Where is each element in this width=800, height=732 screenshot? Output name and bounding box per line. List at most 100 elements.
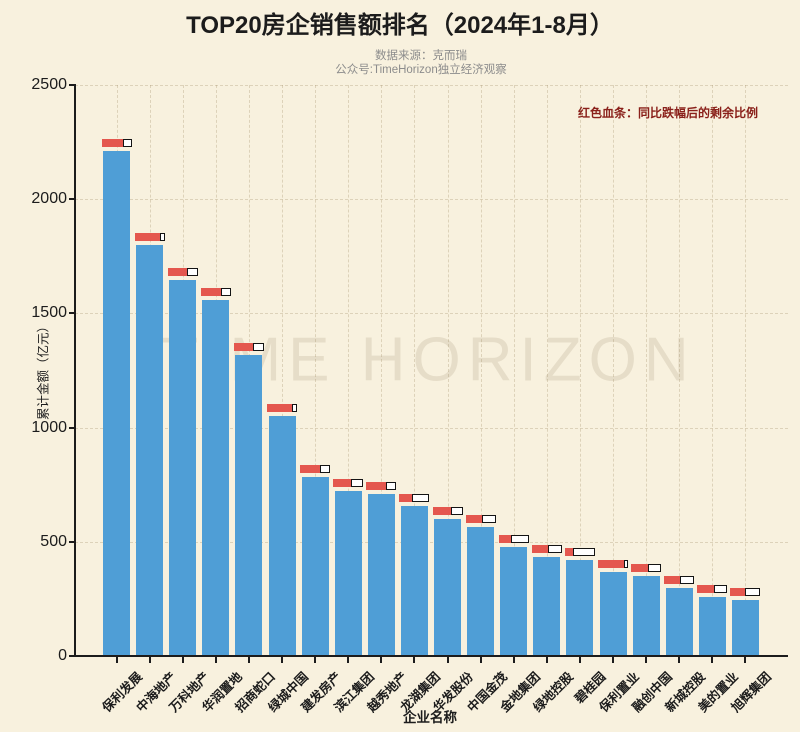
bar-滨江集团 [334, 491, 362, 656]
health-bar-保利置业 [598, 559, 628, 568]
x-tick-mark [413, 657, 416, 663]
health-bar-empty [482, 514, 496, 523]
bar-华润置地 [202, 299, 230, 656]
health-bar-fill [399, 494, 413, 503]
health-bar-fill [233, 342, 253, 351]
health-bar-fill [531, 544, 548, 553]
bar-越秀地产 [367, 494, 395, 656]
y-tick-mark [69, 198, 75, 201]
health-bar-fill [267, 404, 293, 413]
x-gridline [745, 85, 747, 656]
health-bar-旭辉集团 [730, 588, 761, 597]
health-bar-fill [465, 514, 483, 523]
x-tick-mark [446, 657, 449, 663]
health-bar-empty [745, 588, 761, 597]
x-gridline [447, 85, 449, 656]
health-bar-empty [292, 404, 297, 413]
health-bar-龙湖集团 [399, 494, 430, 503]
health-bar-fill [564, 548, 573, 557]
health-bar-empty [713, 585, 728, 594]
x-axis-spine [74, 655, 788, 657]
x-gridline [480, 85, 482, 656]
x-tick-mark [578, 657, 581, 663]
y-tick-mark [69, 312, 75, 315]
health-bar-empty [680, 575, 695, 584]
x-gridline [712, 85, 714, 656]
x-tick-mark [314, 657, 317, 663]
health-bar-fill [498, 534, 512, 543]
chart-subtitle-source: 数据来源：克而瑞 [375, 50, 467, 62]
health-bar-empty [220, 287, 231, 296]
x-tick-mark [479, 657, 482, 663]
health-bar-绿地控股 [531, 544, 562, 553]
health-bar-fill [730, 588, 746, 597]
health-bar-滨江集团 [333, 479, 364, 488]
x-gridline [381, 85, 383, 656]
y-tick-label: 2500 [31, 76, 67, 93]
x-tick-mark [512, 657, 515, 663]
health-bar-招商蛇口 [233, 342, 264, 351]
y-tick-label: 1000 [31, 418, 67, 436]
x-tick-mark [347, 657, 350, 663]
x-tick-mark [645, 657, 648, 663]
x-gridline [513, 85, 515, 656]
health-bar-保利发展 [101, 139, 132, 148]
bar-万科地产 [169, 280, 197, 656]
x-gridline [546, 85, 548, 656]
y-gridline [75, 541, 788, 543]
health-bar-fill [333, 479, 352, 488]
health-bar-建发房产 [300, 464, 331, 473]
x-axis-title: 企业名称 [403, 710, 457, 725]
health-bar-empty [351, 479, 364, 488]
x-tick-mark [247, 657, 250, 663]
health-bar-empty [187, 268, 198, 277]
y-tick-mark [69, 540, 75, 543]
y-tick-mark [69, 426, 75, 429]
health-bar-fill [167, 268, 188, 277]
x-gridline [414, 85, 416, 656]
health-bar-fill [664, 575, 681, 584]
health-bar-empty [160, 232, 165, 241]
bar-中海地产 [136, 244, 164, 656]
chart-subtitle-account: 公众号:TimeHorizon独立经济观察 [335, 64, 507, 76]
y-gridline [75, 85, 788, 86]
x-tick-mark [181, 657, 184, 663]
health-bar-empty [572, 548, 595, 557]
health-bar-empty [252, 342, 264, 351]
x-tick-mark [744, 657, 747, 663]
health-bar-fill [697, 585, 714, 594]
y-gridline [75, 313, 788, 315]
health-bar-empty [450, 506, 463, 515]
health-bar-fill [432, 506, 451, 515]
health-bar-新城控股 [664, 575, 695, 584]
y-tick-label: 1500 [31, 304, 67, 322]
x-tick-mark [545, 657, 548, 663]
chart-title: TOP20房企销售额排名（2024年1-8月） [186, 12, 614, 39]
bar-保利置业 [599, 571, 627, 656]
y-gridline [75, 199, 788, 201]
x-tick-mark [281, 657, 283, 663]
health-bar-empty [412, 494, 430, 503]
bar-碧桂园 [566, 560, 594, 656]
health-bar-fill [300, 464, 321, 473]
x-gridline [282, 85, 283, 656]
y-tick-label: 2000 [31, 190, 67, 208]
bar-新城控股 [665, 587, 693, 656]
y-tick-label: 500 [40, 532, 67, 550]
bar-保利发展 [103, 151, 130, 656]
health-bar-fill [366, 482, 386, 491]
x-tick-mark [380, 657, 383, 663]
bar-中国金茂 [467, 526, 495, 656]
bar-绿地控股 [533, 556, 561, 656]
health-bar-fill [101, 139, 123, 148]
y-tick-mark [69, 655, 75, 657]
health-bar-fill [200, 287, 221, 296]
x-tick-mark [711, 657, 714, 663]
health-bar-越秀地产 [366, 482, 397, 491]
x-gridline [646, 85, 648, 656]
bar-金地集团 [500, 546, 528, 656]
health-bar-empty [547, 544, 562, 553]
health-bar-绿城中国 [267, 404, 297, 413]
health-bar-fill [631, 564, 648, 573]
bar-华发股份 [434, 518, 461, 656]
